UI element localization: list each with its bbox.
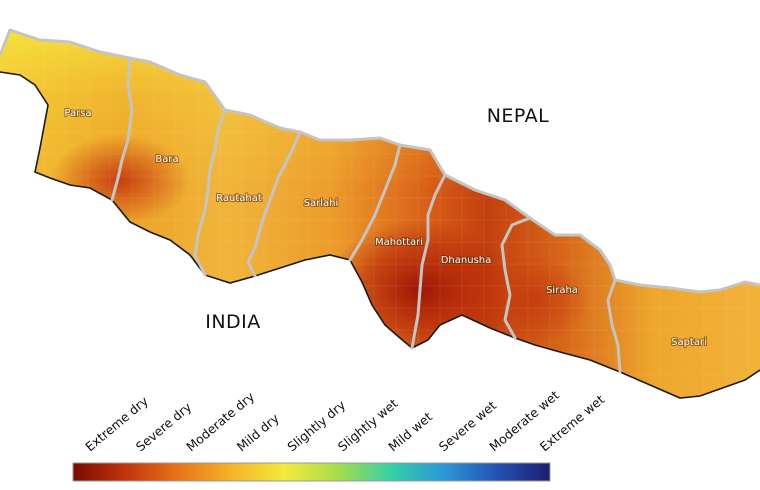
district-label-bara: Bara	[155, 154, 178, 165]
legend-colorbar	[72, 462, 551, 482]
district-label-parsa: Parsa	[64, 108, 91, 119]
district-label-siraha: Siraha	[546, 285, 578, 296]
district-label-dhanusha: Dhanusha	[441, 255, 492, 266]
country-label-nepal: NEPAL	[487, 105, 550, 127]
country-label-india: INDIA	[205, 311, 261, 333]
land-outline	[0, 71, 760, 399]
district-label-sarlahi: Sarlahi	[304, 198, 339, 209]
district-label-saptari: Saptari	[671, 337, 707, 348]
legend-label-mild-wet: Mild wet	[385, 409, 435, 454]
district-label-mahottari: Mahottari	[375, 237, 423, 248]
land-area	[0, 30, 760, 398]
legend-label-mild-dry: Mild dry	[234, 410, 282, 454]
district-label-rautahat: Rautahat	[216, 193, 262, 204]
district-boundaries	[110, 56, 622, 374]
